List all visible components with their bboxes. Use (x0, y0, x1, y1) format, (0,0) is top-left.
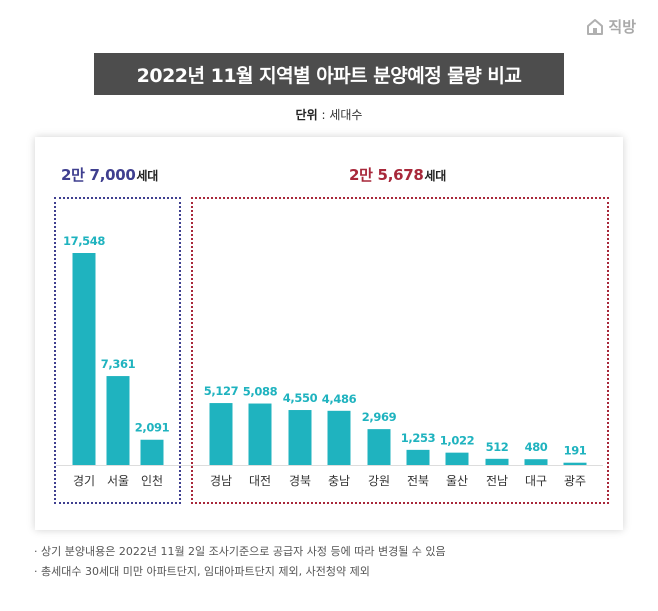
footnotes: 상기 분양내용은 2022년 11월 2일 조사기준으로 공급자 사정 등에 따… (34, 542, 446, 582)
bar-value-label: 191 (564, 444, 587, 458)
bar (563, 462, 587, 465)
category-label: 경기 (73, 474, 95, 488)
bar (406, 449, 430, 465)
capital-area-box (54, 197, 181, 504)
category-label: 충남 (328, 474, 350, 488)
unit-separator: : (317, 108, 330, 122)
bar-value-label: 7,361 (101, 357, 136, 371)
capital-area-total-number: 2만 7,000 (61, 166, 136, 184)
bar (445, 452, 469, 465)
bar-value-label: 17,548 (63, 234, 105, 248)
capital-area-total-suffix: 세대 (136, 169, 159, 183)
bar-value-label: 480 (525, 440, 548, 454)
capital-area-total: 2만 7,000세대 (61, 164, 158, 185)
bar (248, 403, 272, 465)
category-label: 전북 (407, 474, 429, 488)
bar-value-label: 4,486 (322, 392, 357, 406)
page-title: 2022년 11월 지역별 아파트 분양예정 물량 비교 (94, 53, 564, 95)
bar-value-label: 1,253 (401, 431, 436, 445)
bar-value-label: 5,127 (204, 384, 239, 398)
bar (288, 410, 312, 465)
bar (524, 459, 548, 465)
footnote: 상기 분양내용은 2022년 11월 2일 조사기준으로 공급자 사정 등에 따… (34, 542, 446, 562)
category-label: 인천 (141, 473, 163, 488)
bar (72, 253, 96, 465)
category-label: 울산 (446, 474, 468, 488)
category-label: 대전 (249, 474, 271, 488)
logo-text: 직방 (608, 18, 636, 36)
unit-note: 단위 : 세대수 (0, 106, 658, 123)
bar-value-label: 4,550 (283, 391, 318, 405)
bar (327, 410, 351, 465)
bar (140, 439, 164, 465)
category-label: 대구 (525, 474, 547, 488)
provincial-area-total-number: 2만 5,678 (349, 166, 424, 184)
unit-value: 세대수 (329, 108, 363, 122)
bar-value-label: 5,088 (243, 385, 278, 399)
bar (367, 429, 391, 465)
brand-logo: 직방 (586, 16, 636, 37)
bar-value-label: 512 (486, 440, 509, 454)
bar-chart: 17,548 경기 7,361 서울 2,091 인천 5,127 경남 5,088 대전 4,55… (56, 234, 603, 488)
provincial-area-box (191, 197, 609, 504)
provincial-area-total: 2만 5,678세대 (349, 164, 446, 185)
category-label: 전남 (486, 474, 508, 488)
category-label: 서울 (107, 474, 129, 488)
house-icon (587, 18, 604, 35)
bar (485, 458, 509, 465)
bar (209, 403, 233, 465)
provincial-area-total-suffix: 세대 (424, 169, 447, 183)
chart-panel: 2만 7,000세대 2만 5,678세대 17,548 경기 7,361 서울 2,0… (35, 137, 623, 530)
category-label: 광주 (564, 474, 586, 488)
category-label: 경남 (210, 474, 232, 488)
footnote: 총세대수 30세대 미만 아파트단지, 임대아파트단지 제외, 사전청약 제외 (34, 562, 446, 582)
bar-value-label: 2,969 (362, 410, 397, 424)
bar (106, 376, 130, 465)
unit-label: 단위 (295, 108, 318, 122)
category-label: 강원 (368, 474, 390, 488)
bar-value-label: 1,022 (440, 434, 474, 448)
category-label: 경북 (289, 474, 311, 488)
bar-value-label: 2,091 (135, 421, 170, 435)
